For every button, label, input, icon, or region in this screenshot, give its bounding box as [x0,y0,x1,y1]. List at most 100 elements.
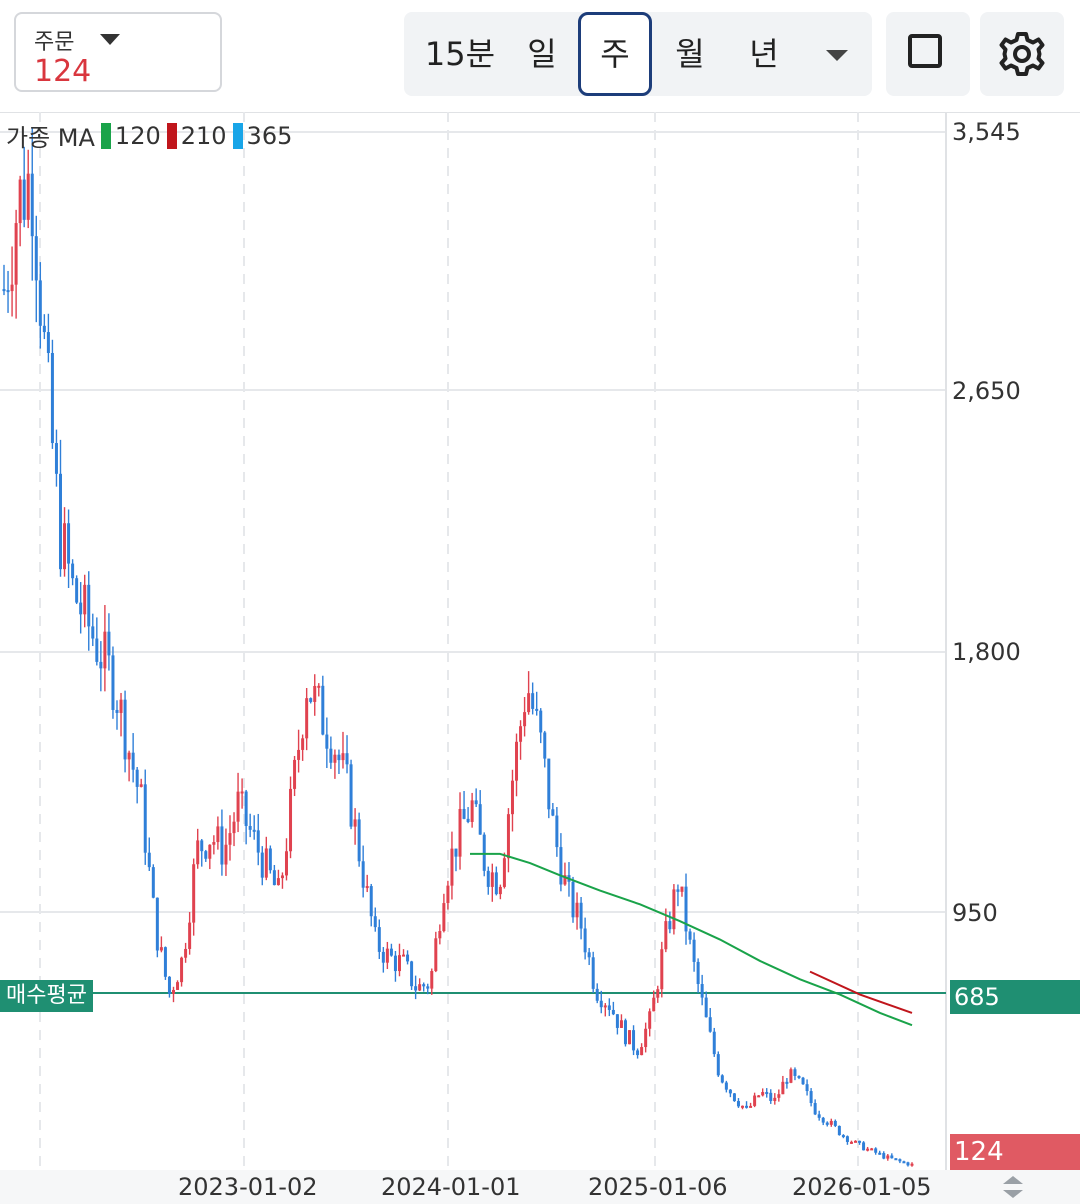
ma120-line [470,852,913,1027]
candle-body [531,693,535,709]
candle-body [680,886,684,892]
candle-body [636,1050,640,1056]
current-price-value: 124 [950,1134,1080,1170]
tab-year[interactable]: 년 [749,35,779,73]
candle-body [317,685,321,688]
candle-body [406,954,410,962]
candle-body [640,1047,644,1056]
x-axis-bar [0,1170,1080,1204]
candle-body [870,1148,874,1151]
candle-body [430,971,434,989]
x-tick-label: 2025-01-06 [588,1173,728,1201]
candle-body [297,749,301,760]
candle-body [886,1155,890,1159]
candle-body [184,948,188,958]
candle-body [71,563,75,579]
candle-body [785,1081,789,1084]
candle-body [353,819,357,827]
candle-body [793,1069,797,1076]
candle-body [805,1084,809,1092]
order-label: 주문 [34,30,75,55]
candle-body [712,1031,716,1055]
candle-body [482,834,486,871]
candle-body [83,584,87,615]
candle-body [345,753,349,765]
candle-body [632,1030,636,1051]
candle-body [813,1103,817,1115]
candle-body [63,523,67,570]
candle-body [26,173,30,220]
candle-body [244,791,248,827]
candle-body [817,1114,821,1118]
candle-body [829,1120,833,1125]
candle-body [490,872,494,887]
settings-button[interactable] [980,12,1064,96]
candle-body [95,638,99,662]
candle-body [159,947,163,951]
candle-body [664,921,668,950]
candle-body [777,1094,781,1098]
period-more-caret-icon[interactable] [826,50,848,61]
candle-body [607,1005,611,1010]
ma365-swatch [232,122,243,149]
tab-month[interactable]: 월 [675,35,705,73]
candle-body [741,1105,745,1108]
candle-body [781,1081,785,1095]
candle-body [349,764,353,827]
tab-15min[interactable]: 15분 [424,35,496,73]
candle-body [603,1005,607,1008]
candle-body [91,626,95,639]
candle-body [115,709,119,713]
candle-body [462,808,466,819]
candle-body [801,1077,805,1085]
candle-body [615,1014,619,1028]
candle-body [506,814,510,859]
candle-body [200,840,204,852]
candle-body [736,1101,740,1107]
candle-body [523,712,527,727]
candle-body [438,931,442,939]
x-tick-label: 2023-01-02 [178,1173,318,1201]
candlestick-chart[interactable] [0,112,1080,1172]
y-tick-label: 950 [952,899,998,927]
candle-body [765,1092,769,1095]
candle-body [644,1028,648,1048]
candle-body [749,1105,753,1108]
candle-body [757,1095,761,1098]
tab-week[interactable]: 주 [578,12,652,96]
tab-day[interactable]: 일 [527,35,557,73]
resize-handle-icon[interactable] [998,1172,1028,1202]
candle-body [240,791,244,794]
candle-body [248,826,252,830]
candle-body [692,939,696,962]
candle-body [313,685,317,702]
candle-body [474,800,478,805]
candle-body [426,986,430,989]
order-selector[interactable]: 주문 124 [14,12,222,92]
candle-body [866,1148,870,1151]
candle-body [797,1075,801,1078]
candle-body [458,808,462,857]
candle-body [79,602,83,615]
layout-button[interactable] [886,12,970,96]
candle-body [611,1009,615,1015]
candle-body [652,997,656,1012]
candle-body [446,885,450,904]
candle-body [668,921,672,930]
ma210-line [809,970,913,1014]
candle-body [494,872,498,895]
candle-body [684,886,688,932]
candle-body [18,179,22,224]
candle-body [260,852,264,878]
candle-body [204,851,208,859]
candle-body [393,955,397,972]
candle-body [547,758,551,810]
candle-body [862,1142,866,1151]
candle-body [882,1153,886,1159]
candle-body [676,889,680,892]
candle-body [389,948,393,956]
candle-body [208,844,212,859]
candle-body [510,780,514,815]
candle-body [769,1092,773,1102]
candle-body [143,784,147,853]
